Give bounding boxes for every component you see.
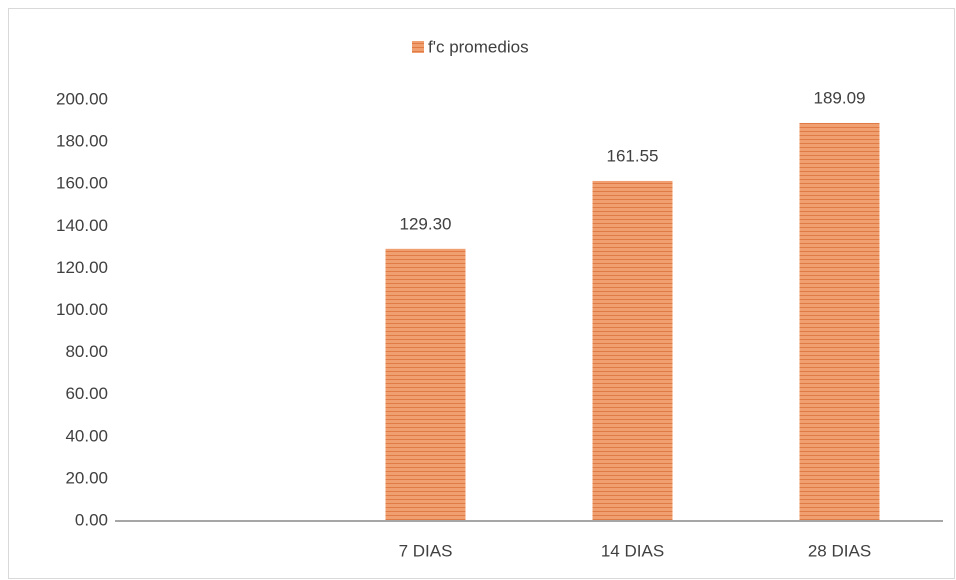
x-tick-label: 28 DIAS (808, 541, 871, 560)
bar (385, 248, 466, 522)
y-tick-label: 120.00 (56, 258, 108, 277)
y-tick-label: 40.00 (65, 426, 108, 445)
bar (592, 180, 673, 521)
y-tick-label: 200.00 (56, 89, 108, 108)
legend-label: f'c promedios (428, 37, 529, 56)
y-tick-label: 180.00 (56, 132, 108, 151)
bar (799, 122, 880, 522)
x-tick-label: 7 DIAS (399, 541, 453, 560)
y-tick-label: 100.00 (56, 300, 108, 319)
y-tick-label: 60.00 (65, 384, 108, 403)
legend-swatch (412, 41, 424, 53)
value-label: 189.09 (814, 88, 866, 107)
y-tick-label: 80.00 (65, 342, 108, 361)
y-tick-label: 20.00 (65, 468, 108, 487)
value-label: 161.55 (607, 146, 659, 165)
y-tick-label: 140.00 (56, 216, 108, 235)
chart-frame (8, 8, 955, 579)
value-label: 129.30 (400, 214, 452, 233)
y-tick-label: 0.00 (75, 510, 108, 529)
y-tick-label: 160.00 (56, 174, 108, 193)
x-tick-label: 14 DIAS (601, 541, 664, 560)
